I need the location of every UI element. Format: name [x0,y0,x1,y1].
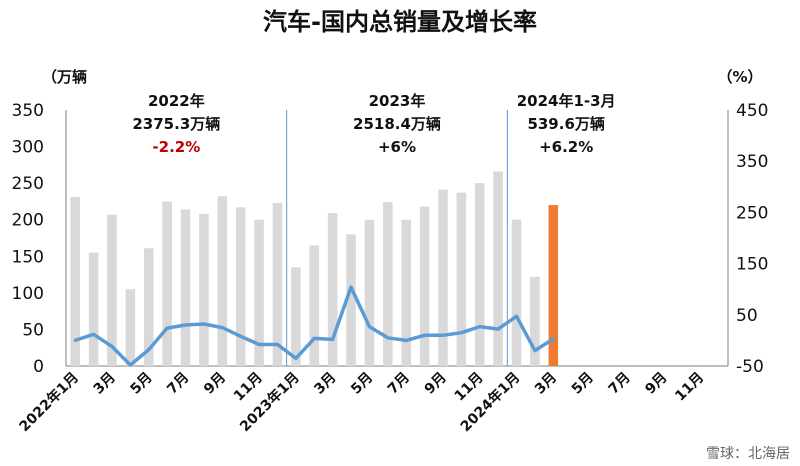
sales-bar [254,219,264,366]
sales-bar [401,219,411,366]
sales-bar [235,207,246,366]
sales-bar [383,202,393,366]
sales-bar [125,289,136,366]
chart-title: 汽车-国内总销量及增长率 [263,8,537,36]
x-tick-label: 3月 [311,370,339,398]
sales-bar [438,189,448,366]
annotation-period: 2022年 [148,92,205,110]
growth-rate-point [147,348,151,352]
growth-rate-point [257,342,261,346]
right-tick-label: 350 [736,152,768,172]
sales-bar [309,245,320,366]
x-tick-label: 5月 [569,370,597,398]
sales-bar [217,196,228,366]
left-tick-label: 150 [12,247,44,267]
sales-bar [162,201,172,366]
sales-bar [346,234,356,366]
growth-rate-point [92,332,96,336]
sales-bar [493,171,503,366]
growth-rate-point [423,333,427,337]
x-tick-label: 5月 [348,370,376,398]
annotation-period: 2023年 [369,92,426,110]
sales-bar [364,219,375,366]
right-tick-label: 250 [736,203,768,223]
growth-rate-point [110,345,114,349]
growth-rate-point [496,327,500,331]
right-tick-label: 450 [736,101,768,121]
annotation-total: 539.6万辆 [527,115,604,133]
x-tick-label: 9月 [642,370,670,398]
growth-rate-point [533,349,537,353]
growth-rate-point [331,337,335,341]
growth-rate-point [128,363,132,367]
growth-rate-point [367,325,371,329]
sales-bar [199,213,209,366]
annotation-growth: +6% [378,138,416,156]
left-tick-label: 300 [12,138,44,158]
sales-bar [291,267,301,366]
left-tick-label: 0 [33,357,44,377]
growth-rate-point [294,356,298,360]
right-tick-label: -50 [736,357,764,377]
growth-rate-point [239,334,243,338]
sales-bar [88,252,99,366]
sales-bar [419,206,430,366]
x-tick-label: 7月 [164,370,192,398]
x-tick-label: 3月 [91,370,119,398]
left-tick-label: 200 [12,211,44,231]
growth-rate-point [404,338,408,342]
growth-rate-point [551,337,555,341]
left-axis-unit: （万辆 [42,68,87,86]
sales-bar [456,192,467,366]
growth-rate-point [73,338,77,342]
growth-rate-point [459,331,463,335]
x-tick-label: 11月 [672,370,707,405]
x-tick-label: 9月 [422,370,450,398]
annotation-total: 2518.4万辆 [353,115,441,133]
growth-rate-point [220,326,224,330]
left-tick-label: 50 [22,320,44,340]
annotation-growth: +6.2% [539,138,593,156]
watermark-text: 雪球：北海居 [706,446,790,462]
period-annotations: 2022年 2375.3万辆 -2.2% 2023年 2518.4万辆 +6% 2024年1… [132,92,615,156]
growth-rate-point [441,333,445,337]
growth-rate-point [349,285,353,289]
sales-bar [327,213,338,366]
growth-rate-point [275,342,279,346]
growth-rate-point [386,336,390,340]
left-tick-label: 350 [12,101,44,121]
right-axis-unit: （%） [717,68,762,86]
right-tick-label: 50 [736,306,758,326]
growth-rate-point [515,314,519,318]
annotation-total: 2375.3万辆 [132,115,220,133]
annotation-growth: -2.2% [152,138,200,156]
growth-rate-point [184,323,188,327]
x-tick-label: 3月 [532,370,560,398]
growth-rate-point [478,325,482,329]
sales-bar [143,248,154,366]
sales-bar [474,183,485,366]
growth-rate-point [202,322,206,326]
sales-bar [511,219,522,366]
sales-bar [107,214,117,366]
sales-bar [70,197,80,366]
x-tick-label: 2022年1月 [16,369,82,435]
sales-bar [272,202,283,366]
left-tick-label: 100 [12,284,44,304]
growth-rate-point [312,336,316,340]
x-tick-label: 9月 [201,370,229,398]
growth-rate-point [165,326,169,330]
right-tick-label: 150 [736,255,768,275]
sales-bar [180,209,191,366]
x-tick-label: 7月 [606,370,634,398]
sales-bar [530,276,540,366]
x-tick-label: 7月 [385,370,413,398]
x-tick-label: 5月 [127,370,155,398]
highlight-bar [548,205,559,366]
annotation-period: 2024年1-3月 [517,92,616,110]
left-tick-label: 250 [12,174,44,194]
